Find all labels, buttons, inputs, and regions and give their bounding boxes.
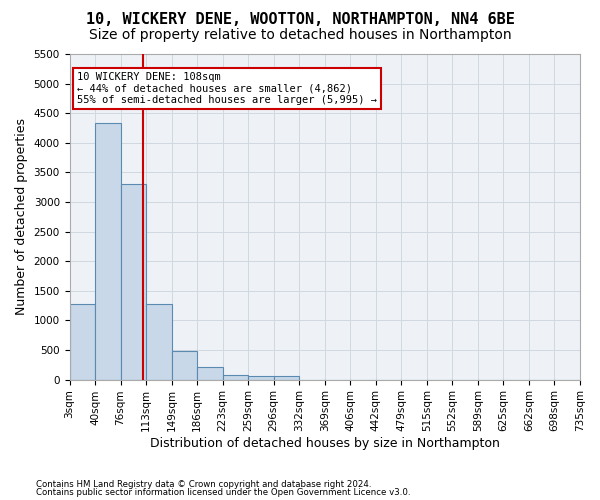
- Bar: [146, 304, 172, 380]
- X-axis label: Distribution of detached houses by size in Northampton: Distribution of detached houses by size …: [150, 437, 500, 450]
- Y-axis label: Number of detached properties: Number of detached properties: [15, 118, 28, 316]
- Bar: [223, 374, 248, 380]
- Bar: [70, 304, 95, 380]
- Text: Size of property relative to detached houses in Northampton: Size of property relative to detached ho…: [89, 28, 511, 42]
- Text: 10, WICKERY DENE, WOOTTON, NORTHAMPTON, NN4 6BE: 10, WICKERY DENE, WOOTTON, NORTHAMPTON, …: [86, 12, 514, 28]
- Bar: [95, 124, 121, 380]
- Bar: [172, 350, 197, 380]
- Bar: [248, 376, 274, 380]
- Bar: [197, 367, 223, 380]
- Text: Contains HM Land Registry data © Crown copyright and database right 2024.: Contains HM Land Registry data © Crown c…: [36, 480, 371, 489]
- Bar: [121, 184, 146, 380]
- Text: Contains public sector information licensed under the Open Government Licence v3: Contains public sector information licen…: [36, 488, 410, 497]
- Bar: [274, 376, 299, 380]
- Text: 10 WICKERY DENE: 108sqm
← 44% of detached houses are smaller (4,862)
55% of semi: 10 WICKERY DENE: 108sqm ← 44% of detache…: [77, 72, 377, 105]
